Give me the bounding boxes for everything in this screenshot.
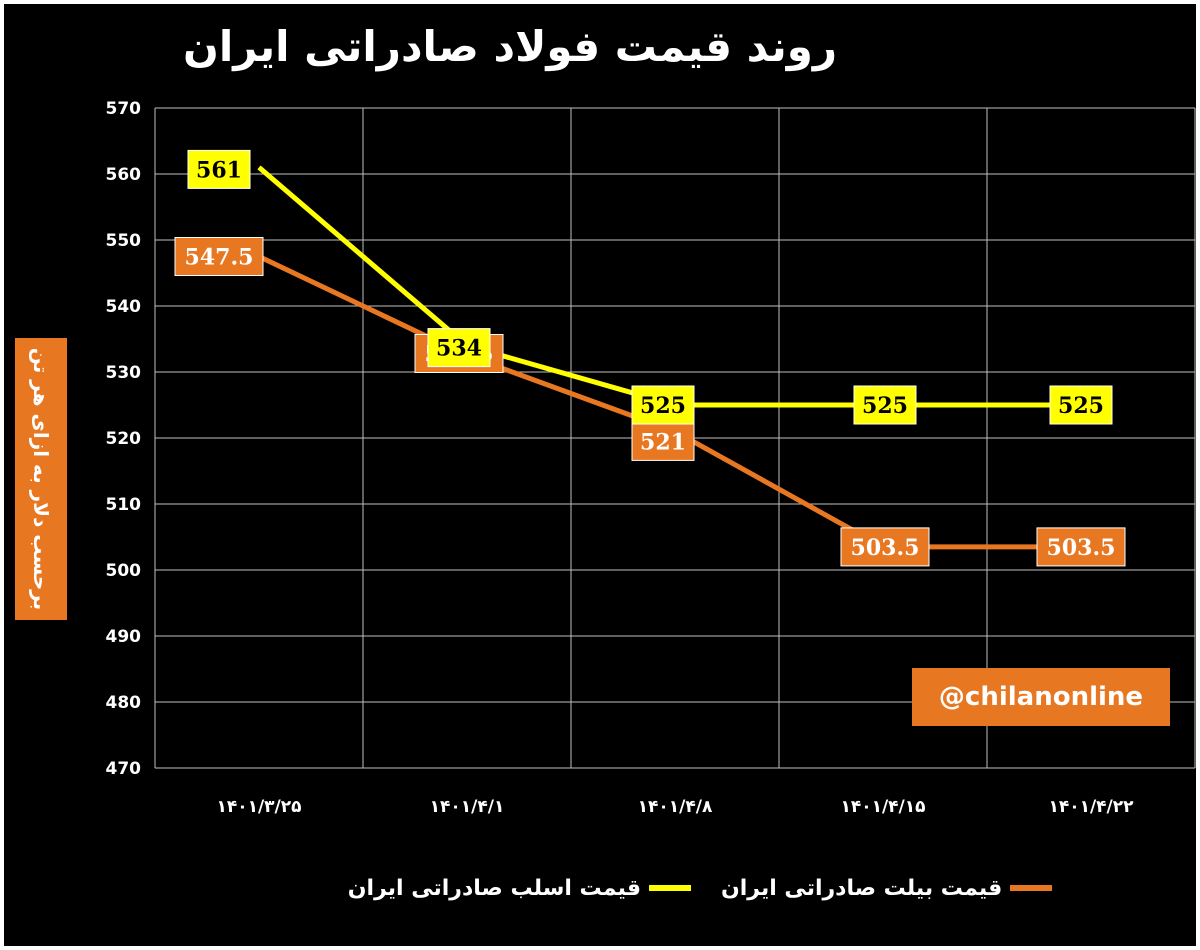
y-tick-label-470: 470 (106, 759, 142, 779)
y-tick-label-550: 550 (106, 231, 142, 251)
y-tick-label-490: 490 (106, 627, 142, 647)
legend-swatch-billet (1010, 885, 1053, 891)
data-label-box-1-4 (1036, 527, 1126, 567)
data-label-box-1-2 (631, 421, 695, 461)
legend-label-billet: قیمت بیلت صادراتی ایران (720, 875, 1003, 901)
legend-item-billet: قیمت بیلت صادراتی ایران (720, 875, 1053, 901)
data-label-1-3: 503.5 (851, 535, 920, 561)
series-line-0 (257, 165, 1091, 408)
legend-swatch-slab (648, 885, 691, 891)
data-label-box-0-3 (853, 385, 917, 425)
chart-title: روند قیمت فولاد صادراتی ایران (182, 22, 837, 71)
data-label-box-0-4 (1049, 385, 1113, 425)
x-tick-label-4: ۱۴۰۱/۴/۲۲ (1048, 797, 1134, 817)
data-label-box-0-1 (427, 328, 491, 368)
data-label-1-2: 521 (640, 429, 686, 455)
x-tick-label-3: ۱۴۰۱/۴/۱۵ (840, 797, 925, 817)
y-tick-label-520: 520 (106, 429, 142, 449)
legend-label-slab: قیمت اسلب صادراتی ایران (347, 875, 641, 901)
data-label-box-0-2 (631, 385, 695, 425)
data-label-box-0-0 (187, 149, 251, 189)
x-tick-label-0: ۱۴۰۱/۳/۲۵ (216, 797, 301, 817)
y-tick-label-570: 570 (106, 99, 142, 119)
x-tick-label-1: ۱۴۰۱/۴/۱ (430, 797, 505, 817)
y-tick-label-540: 540 (106, 297, 142, 317)
data-label-0-1: 534 (436, 336, 482, 362)
watermark: @chilanonline (912, 668, 1170, 726)
data-label-0-0: 561 (196, 157, 242, 183)
y-tick-label-530: 530 (106, 363, 142, 383)
data-label-1-4: 503.5 (1047, 535, 1116, 561)
y-tick-label-480: 480 (106, 693, 142, 713)
data-label-0-2: 525 (640, 393, 686, 419)
data-label-0-4: 525 (1058, 393, 1104, 419)
data-label-1-0: 547.5 (185, 245, 254, 271)
legend: قیمت اسلب صادراتی ایران قیمت بیلت صادرات… (300, 868, 1100, 908)
x-tick-label-2: ۱۴۰۱/۴/۸ (638, 797, 713, 817)
data-label-0-3: 525 (862, 393, 908, 419)
legend-item-slab: قیمت اسلب صادراتی ایران (348, 876, 691, 901)
data-label-box-1-3 (840, 527, 930, 567)
y-axis-label-box (15, 338, 67, 620)
y-tick-label-510: 510 (106, 495, 142, 515)
y-tick-label-500: 500 (106, 561, 142, 581)
data-label-box-1-0 (174, 237, 264, 276)
y-tick-label-560: 560 (106, 165, 142, 185)
